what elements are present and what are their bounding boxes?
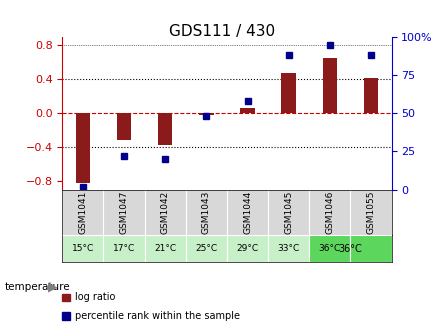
Bar xyxy=(76,113,90,183)
Bar xyxy=(282,73,296,113)
Bar xyxy=(240,108,255,113)
Text: GSM1044: GSM1044 xyxy=(243,191,252,234)
FancyBboxPatch shape xyxy=(145,236,186,262)
FancyBboxPatch shape xyxy=(351,236,392,262)
Text: GSM1047: GSM1047 xyxy=(120,191,129,234)
FancyBboxPatch shape xyxy=(62,236,104,262)
Text: GSM1042: GSM1042 xyxy=(161,191,170,234)
Bar xyxy=(199,113,214,115)
Text: 36°C: 36°C xyxy=(339,244,362,254)
Bar xyxy=(158,113,172,145)
FancyBboxPatch shape xyxy=(227,236,268,262)
Text: GSM1041: GSM1041 xyxy=(78,191,87,234)
Text: ▶: ▶ xyxy=(48,281,58,294)
Text: 17°C: 17°C xyxy=(113,244,135,253)
FancyBboxPatch shape xyxy=(186,236,227,262)
Text: 15°C: 15°C xyxy=(72,244,94,253)
Text: GSM1055: GSM1055 xyxy=(367,191,376,234)
Text: temperature: temperature xyxy=(4,282,70,292)
Text: GSM1045: GSM1045 xyxy=(284,191,293,234)
Bar xyxy=(364,78,378,113)
FancyBboxPatch shape xyxy=(309,236,351,262)
Text: 29°C: 29°C xyxy=(236,244,259,253)
Text: GSM1046: GSM1046 xyxy=(325,191,334,234)
Text: 25°C: 25°C xyxy=(195,244,218,253)
Text: 33°C: 33°C xyxy=(278,244,300,253)
Bar xyxy=(323,58,337,113)
Text: GSM1043: GSM1043 xyxy=(202,191,211,234)
Text: log ratio: log ratio xyxy=(75,292,115,302)
FancyBboxPatch shape xyxy=(268,236,309,262)
Bar xyxy=(117,113,131,140)
Text: GDS111 / 430: GDS111 / 430 xyxy=(170,24,275,39)
Text: 36°C: 36°C xyxy=(319,244,341,253)
FancyBboxPatch shape xyxy=(104,236,145,262)
Text: 21°C: 21°C xyxy=(154,244,176,253)
Text: percentile rank within the sample: percentile rank within the sample xyxy=(75,311,240,321)
